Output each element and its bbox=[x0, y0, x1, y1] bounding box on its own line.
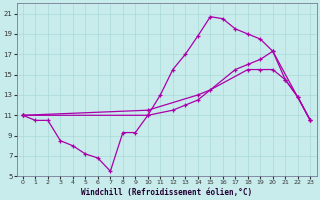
X-axis label: Windchill (Refroidissement éolien,°C): Windchill (Refroidissement éolien,°C) bbox=[81, 188, 252, 197]
